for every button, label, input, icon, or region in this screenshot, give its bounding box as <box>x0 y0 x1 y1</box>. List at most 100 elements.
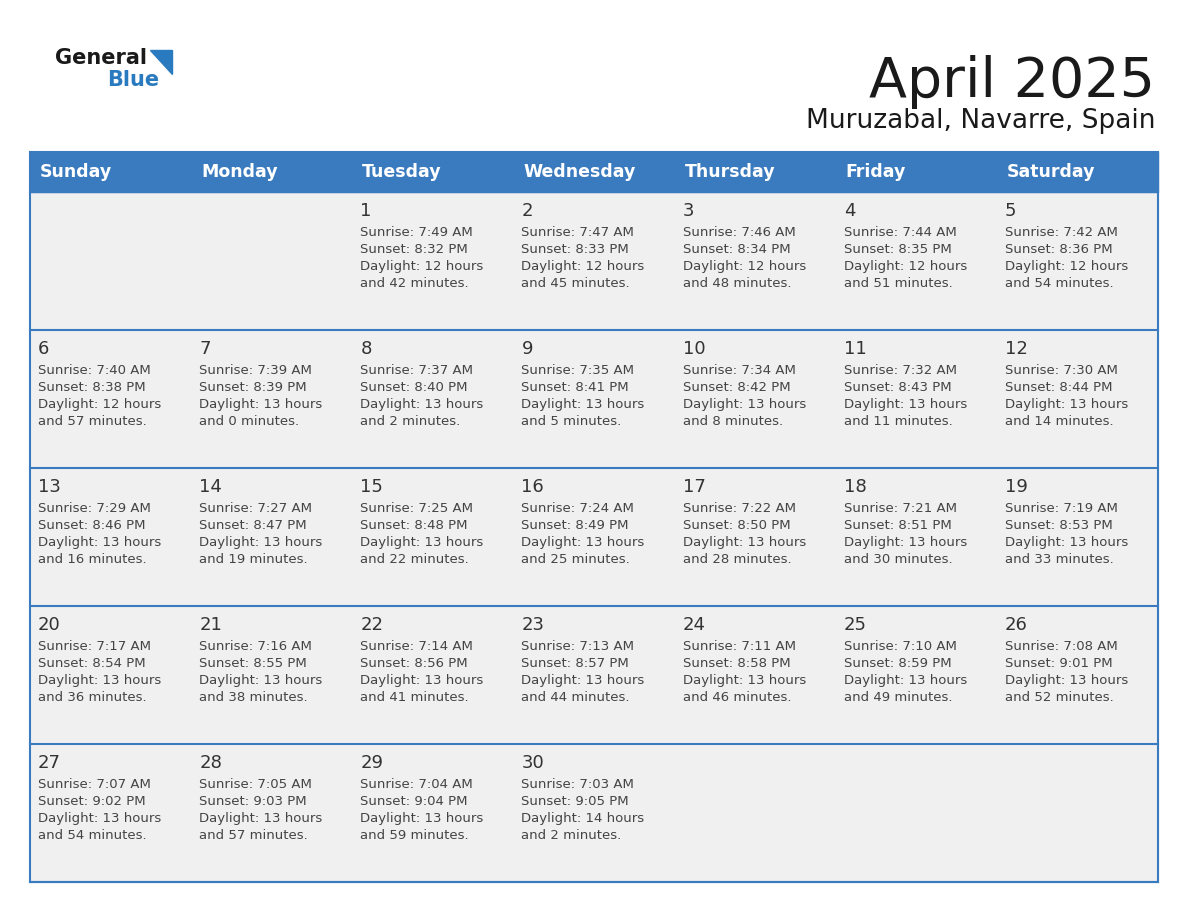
Text: Sunset: 9:01 PM: Sunset: 9:01 PM <box>1005 657 1112 670</box>
Text: 28: 28 <box>200 754 222 772</box>
Text: Sunrise: 7:49 AM: Sunrise: 7:49 AM <box>360 226 473 239</box>
Text: Sunset: 8:32 PM: Sunset: 8:32 PM <box>360 243 468 256</box>
Text: and 49 minutes.: and 49 minutes. <box>843 691 953 704</box>
Text: and 57 minutes.: and 57 minutes. <box>38 415 147 428</box>
Text: and 46 minutes.: and 46 minutes. <box>683 691 791 704</box>
Text: and 36 minutes.: and 36 minutes. <box>38 691 146 704</box>
Text: Daylight: 13 hours: Daylight: 13 hours <box>38 812 162 825</box>
Text: Daylight: 13 hours: Daylight: 13 hours <box>683 398 805 411</box>
Text: Daylight: 13 hours: Daylight: 13 hours <box>843 398 967 411</box>
Text: 17: 17 <box>683 478 706 496</box>
Text: and 41 minutes.: and 41 minutes. <box>360 691 469 704</box>
Text: Sunrise: 7:40 AM: Sunrise: 7:40 AM <box>38 364 151 377</box>
Text: Sunrise: 7:44 AM: Sunrise: 7:44 AM <box>843 226 956 239</box>
Text: Daylight: 13 hours: Daylight: 13 hours <box>683 536 805 549</box>
Bar <box>30 606 1158 744</box>
Text: and 22 minutes.: and 22 minutes. <box>360 553 469 566</box>
Text: Daylight: 13 hours: Daylight: 13 hours <box>200 674 322 687</box>
Text: Daylight: 13 hours: Daylight: 13 hours <box>38 536 162 549</box>
Text: Sunrise: 7:30 AM: Sunrise: 7:30 AM <box>1005 364 1118 377</box>
Text: and 2 minutes.: and 2 minutes. <box>360 415 461 428</box>
Text: Saturday: Saturday <box>1007 163 1095 181</box>
Polygon shape <box>150 50 172 74</box>
Text: Daylight: 13 hours: Daylight: 13 hours <box>360 398 484 411</box>
Text: Thursday: Thursday <box>684 163 776 181</box>
Text: and 14 minutes.: and 14 minutes. <box>1005 415 1113 428</box>
Text: Sunset: 8:46 PM: Sunset: 8:46 PM <box>38 519 145 532</box>
Text: Sunset: 9:04 PM: Sunset: 9:04 PM <box>360 795 468 808</box>
Text: Sunset: 9:03 PM: Sunset: 9:03 PM <box>200 795 307 808</box>
Text: Sunday: Sunday <box>40 163 112 181</box>
Text: Sunrise: 7:25 AM: Sunrise: 7:25 AM <box>360 502 473 515</box>
Text: Sunset: 8:38 PM: Sunset: 8:38 PM <box>38 381 146 394</box>
Text: Daylight: 13 hours: Daylight: 13 hours <box>1005 398 1129 411</box>
Text: Sunset: 8:41 PM: Sunset: 8:41 PM <box>522 381 630 394</box>
Text: Daylight: 13 hours: Daylight: 13 hours <box>522 536 645 549</box>
Text: and 11 minutes.: and 11 minutes. <box>843 415 953 428</box>
Text: Daylight: 13 hours: Daylight: 13 hours <box>200 536 322 549</box>
Text: Sunset: 8:58 PM: Sunset: 8:58 PM <box>683 657 790 670</box>
Text: Daylight: 12 hours: Daylight: 12 hours <box>1005 260 1129 273</box>
Text: Sunset: 8:33 PM: Sunset: 8:33 PM <box>522 243 630 256</box>
Text: Sunrise: 7:22 AM: Sunrise: 7:22 AM <box>683 502 796 515</box>
Text: and 45 minutes.: and 45 minutes. <box>522 277 630 290</box>
Text: Daylight: 13 hours: Daylight: 13 hours <box>360 674 484 687</box>
Bar <box>30 330 1158 468</box>
Text: Sunrise: 7:07 AM: Sunrise: 7:07 AM <box>38 778 151 791</box>
Text: Sunset: 9:05 PM: Sunset: 9:05 PM <box>522 795 630 808</box>
Text: Sunrise: 7:47 AM: Sunrise: 7:47 AM <box>522 226 634 239</box>
Text: 2: 2 <box>522 202 533 220</box>
Text: Sunrise: 7:11 AM: Sunrise: 7:11 AM <box>683 640 796 653</box>
Text: Daylight: 13 hours: Daylight: 13 hours <box>200 812 322 825</box>
Text: 21: 21 <box>200 616 222 634</box>
Text: 22: 22 <box>360 616 384 634</box>
Text: Sunrise: 7:27 AM: Sunrise: 7:27 AM <box>200 502 312 515</box>
Text: Sunrise: 7:34 AM: Sunrise: 7:34 AM <box>683 364 796 377</box>
Text: and 28 minutes.: and 28 minutes. <box>683 553 791 566</box>
Text: Sunrise: 7:17 AM: Sunrise: 7:17 AM <box>38 640 151 653</box>
Text: 18: 18 <box>843 478 866 496</box>
Text: 4: 4 <box>843 202 855 220</box>
Text: Sunrise: 7:29 AM: Sunrise: 7:29 AM <box>38 502 151 515</box>
Text: 24: 24 <box>683 616 706 634</box>
Text: and 38 minutes.: and 38 minutes. <box>200 691 308 704</box>
Text: Sunset: 8:39 PM: Sunset: 8:39 PM <box>200 381 307 394</box>
Text: Sunrise: 7:39 AM: Sunrise: 7:39 AM <box>200 364 312 377</box>
Text: Sunset: 8:36 PM: Sunset: 8:36 PM <box>1005 243 1112 256</box>
Text: and 42 minutes.: and 42 minutes. <box>360 277 469 290</box>
Text: and 25 minutes.: and 25 minutes. <box>522 553 630 566</box>
Text: 11: 11 <box>843 340 866 358</box>
Text: Sunset: 8:49 PM: Sunset: 8:49 PM <box>522 519 628 532</box>
Text: 3: 3 <box>683 202 694 220</box>
Text: and 30 minutes.: and 30 minutes. <box>843 553 953 566</box>
Text: Sunrise: 7:08 AM: Sunrise: 7:08 AM <box>1005 640 1118 653</box>
Bar <box>30 744 1158 882</box>
Text: 14: 14 <box>200 478 222 496</box>
Text: 13: 13 <box>38 478 61 496</box>
Text: and 44 minutes.: and 44 minutes. <box>522 691 630 704</box>
Text: Daylight: 14 hours: Daylight: 14 hours <box>522 812 645 825</box>
Text: Sunrise: 7:16 AM: Sunrise: 7:16 AM <box>200 640 312 653</box>
Text: 9: 9 <box>522 340 533 358</box>
Text: Sunrise: 7:42 AM: Sunrise: 7:42 AM <box>1005 226 1118 239</box>
Text: Sunset: 8:34 PM: Sunset: 8:34 PM <box>683 243 790 256</box>
Text: Sunset: 8:59 PM: Sunset: 8:59 PM <box>843 657 952 670</box>
Bar <box>30 152 1158 882</box>
Text: Wednesday: Wednesday <box>524 163 636 181</box>
Text: Daylight: 13 hours: Daylight: 13 hours <box>1005 536 1129 549</box>
Text: Monday: Monday <box>201 163 278 181</box>
Text: Daylight: 12 hours: Daylight: 12 hours <box>38 398 162 411</box>
Text: Sunrise: 7:35 AM: Sunrise: 7:35 AM <box>522 364 634 377</box>
Text: Daylight: 13 hours: Daylight: 13 hours <box>1005 674 1129 687</box>
Text: Sunset: 8:43 PM: Sunset: 8:43 PM <box>843 381 952 394</box>
Text: Daylight: 12 hours: Daylight: 12 hours <box>522 260 645 273</box>
Text: Daylight: 13 hours: Daylight: 13 hours <box>360 536 484 549</box>
Text: 27: 27 <box>38 754 61 772</box>
Text: and 59 minutes.: and 59 minutes. <box>360 829 469 842</box>
Text: Sunset: 8:40 PM: Sunset: 8:40 PM <box>360 381 468 394</box>
Text: Daylight: 12 hours: Daylight: 12 hours <box>843 260 967 273</box>
Text: Sunset: 8:44 PM: Sunset: 8:44 PM <box>1005 381 1112 394</box>
Text: 10: 10 <box>683 340 706 358</box>
Text: and 54 minutes.: and 54 minutes. <box>38 829 146 842</box>
Text: Sunset: 8:51 PM: Sunset: 8:51 PM <box>843 519 952 532</box>
